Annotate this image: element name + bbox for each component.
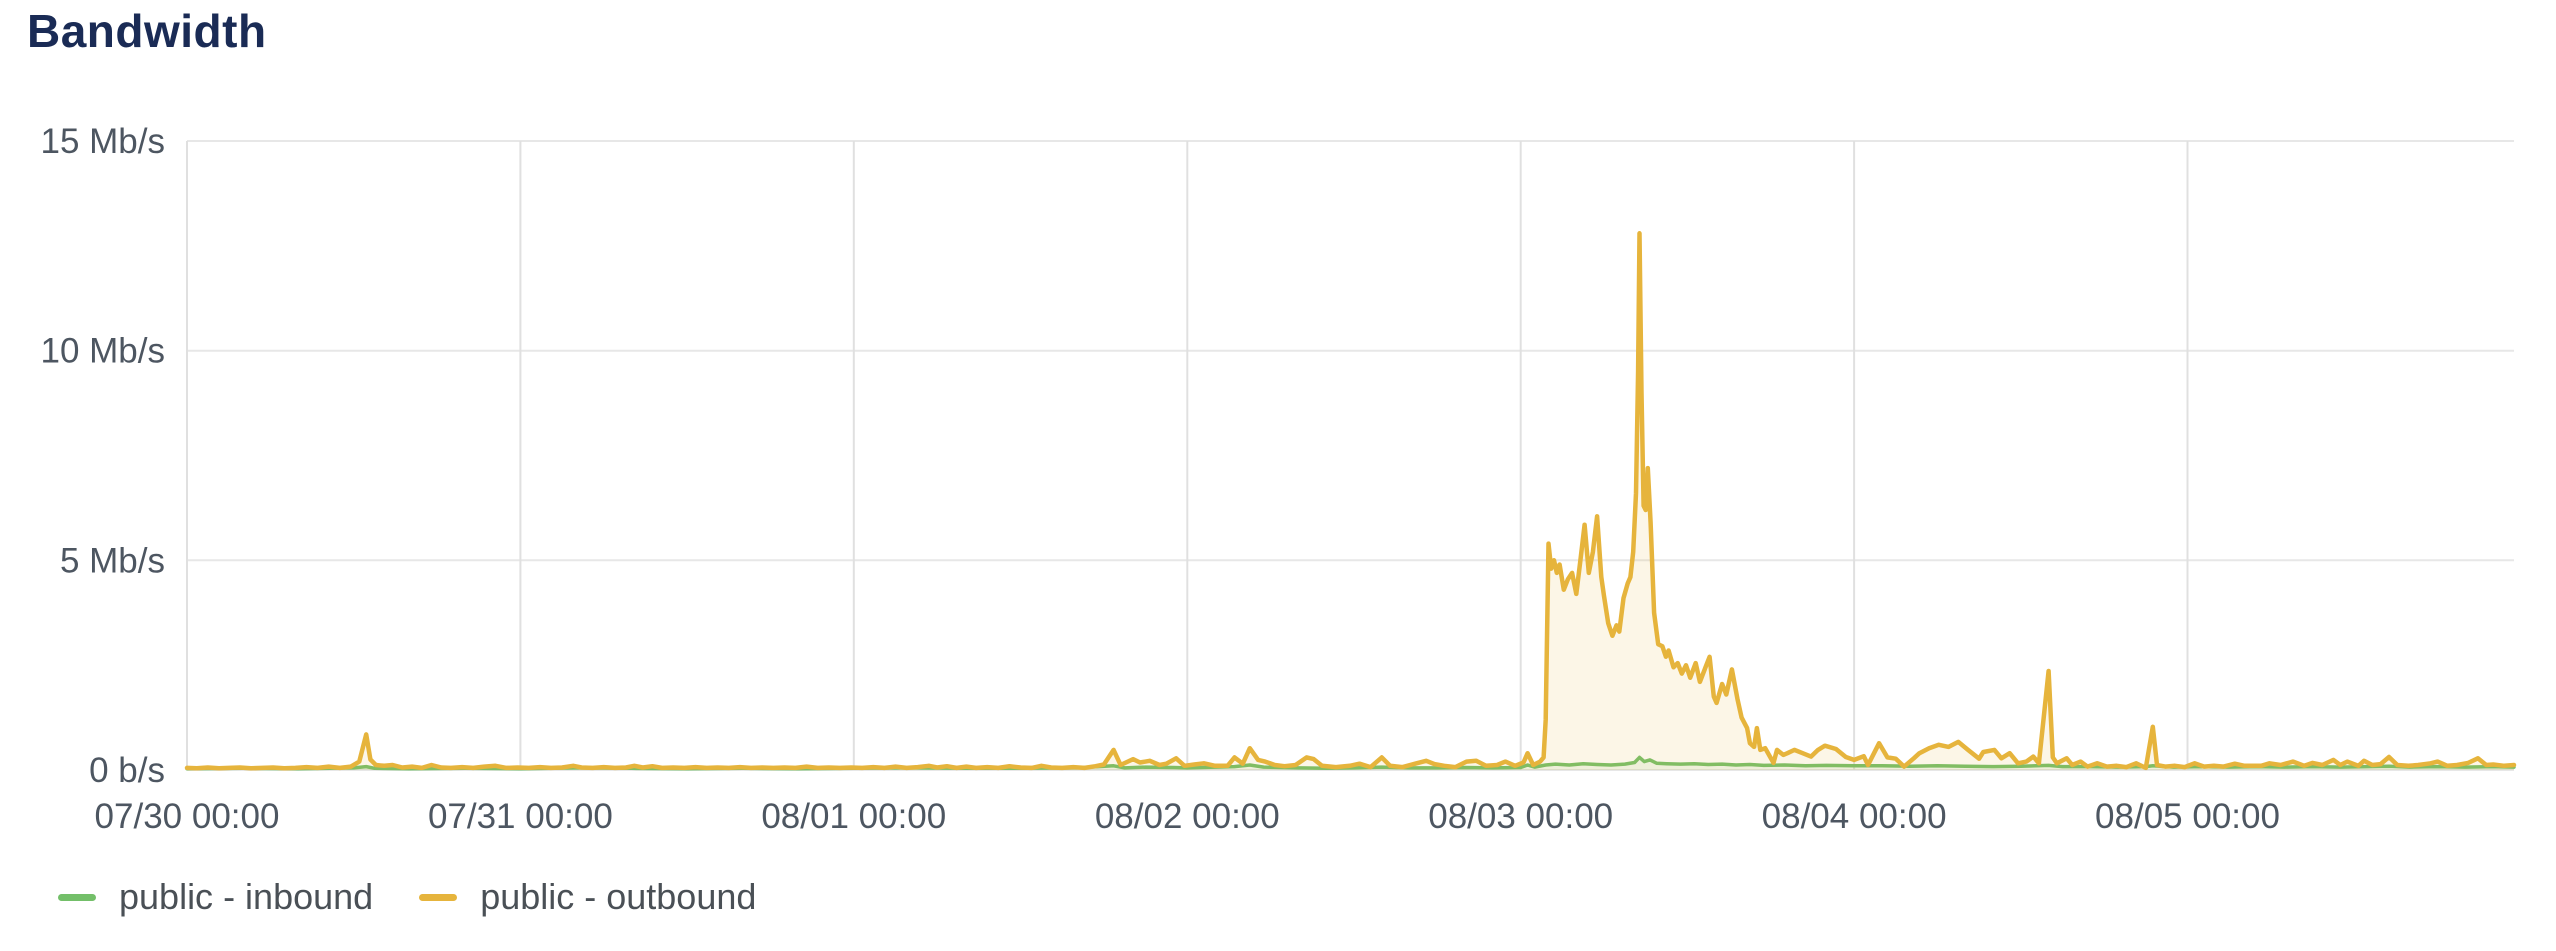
public-outbound-area — [187, 233, 2514, 771]
x-tick-label: 07/30 00:00 — [95, 797, 280, 836]
legend-label: public - inbound — [119, 876, 374, 917]
x-tick-label: 08/03 00:00 — [1428, 797, 1613, 836]
y-tick-label: 5 Mb/s — [60, 541, 165, 580]
legend-label: public - outbound — [480, 876, 757, 917]
x-tick-label: 08/01 00:00 — [761, 797, 946, 836]
y-tick-label: 15 Mb/s — [41, 122, 166, 161]
legend-item-public-inbound[interactable]: public - inbound — [58, 876, 373, 918]
inbound-series-color-dash-icon — [58, 893, 96, 901]
page-title: Bandwidth — [27, 5, 267, 57]
chart-legend: public - inbound public - outbound — [58, 876, 756, 918]
x-tick-label: 07/31 00:00 — [428, 797, 613, 836]
outbound-series-color-dash-icon — [419, 893, 458, 901]
legend-item-public-outbound[interactable]: public - outbound — [419, 876, 756, 918]
x-tick-label: 08/04 00:00 — [1762, 797, 1947, 836]
y-tick-label: 10 Mb/s — [41, 332, 166, 371]
x-tick-label: 08/05 00:00 — [2095, 797, 2280, 836]
x-tick-label: 08/02 00:00 — [1095, 797, 1280, 836]
y-tick-label: 0 b/s — [89, 751, 165, 790]
public-outbound-line — [184, 231, 2517, 771]
